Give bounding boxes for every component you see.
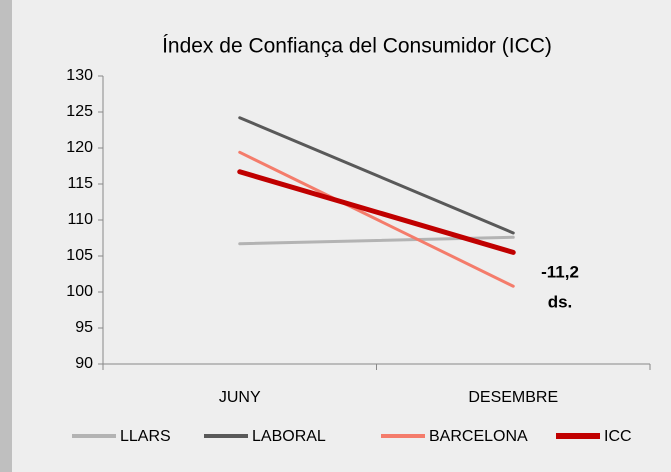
- y-tick-label: 130: [66, 67, 93, 84]
- y-tick-label: 100: [66, 283, 93, 300]
- x-tick-label: JUNY: [219, 389, 261, 406]
- y-tick-label: 90: [75, 355, 93, 372]
- y-tick-label: 105: [66, 247, 93, 264]
- series-line: [238, 116, 515, 235]
- x-tick-label: DESEMBRE: [468, 389, 558, 406]
- series-line: [237, 169, 516, 255]
- annotation: -11,2: [541, 262, 579, 281]
- y-tick-label: 115: [67, 175, 93, 192]
- legend-label: ICC: [604, 428, 632, 445]
- y-tick-label: 95: [75, 319, 93, 336]
- annotation: ds.: [548, 292, 573, 311]
- legend-label: LABORAL: [252, 428, 326, 445]
- legend-label: BARCELONA: [429, 428, 528, 445]
- legend-label: LLARS: [120, 428, 171, 445]
- chart-title: Índex de Confiança del Consumidor (ICC): [162, 35, 552, 58]
- y-tick-label: 110: [67, 211, 93, 228]
- series-line: [238, 150, 515, 288]
- y-tick-label: 120: [66, 139, 93, 156]
- side-strip: [0, 0, 12, 472]
- y-tick-label: 125: [66, 103, 93, 120]
